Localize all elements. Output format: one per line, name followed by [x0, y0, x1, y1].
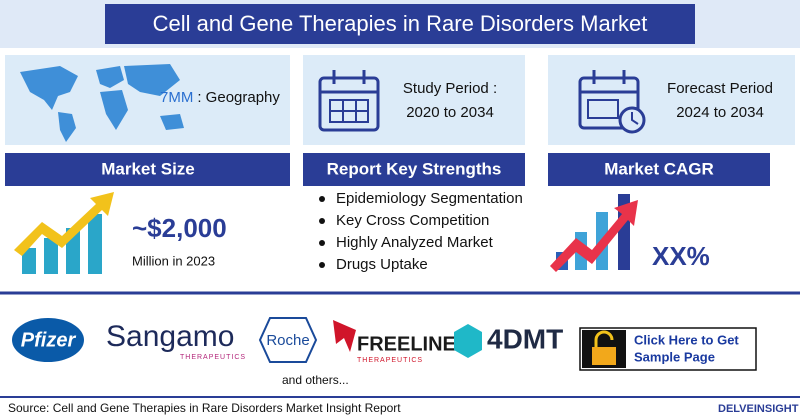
strength-item: Epidemiology Segmentation: [336, 190, 523, 207]
bullet-dot: [319, 196, 325, 202]
others-text: and others...: [282, 373, 349, 387]
geography-label: 7MM: [160, 89, 193, 106]
bullet-dot: [319, 240, 325, 246]
market-size-unit: Million in 2023: [132, 253, 215, 268]
pfizer-text: Pfizer: [21, 329, 77, 351]
cagr-value: XX%: [652, 241, 710, 271]
title-box: [105, 4, 695, 44]
title: Cell and Gene Therapies in Rare Disorder…: [153, 11, 648, 36]
forecast-label: Forecast Period: [667, 80, 773, 97]
forecast-value: 2024 to 2034: [676, 104, 764, 121]
lock-body: [592, 347, 616, 365]
bullet-dot: [319, 262, 325, 268]
world-map: [20, 64, 184, 142]
freeline-sub: THERAPEUTICS: [357, 357, 423, 364]
lock-shackle: [594, 330, 614, 348]
strengths-heading-bar: [303, 153, 525, 186]
fourdmt-logo: [454, 324, 482, 358]
cta-line1[interactable]: Click Here to Get: [634, 332, 739, 347]
source: Source: Cell and Gene Therapies in Rare …: [8, 401, 401, 415]
sangamo-text: Sangamo: [106, 320, 234, 353]
freeline-text: FREELINE: [357, 333, 456, 355]
cagr-icon: [550, 194, 638, 272]
geography-caption: : Geography: [197, 89, 280, 106]
calendar-clock-icon: [578, 70, 646, 134]
strength-item: Highly Analyzed Market: [336, 234, 494, 251]
calendar-icon: [318, 70, 380, 132]
cta-button[interactable]: Click Here to Get Sample Page: [579, 327, 757, 371]
study-value: 2020 to 2034: [406, 104, 494, 121]
roche-logo: [258, 317, 318, 363]
cagr-heading-bar: [548, 153, 770, 186]
sangamo-sub: THERAPEUTICS: [180, 354, 246, 361]
geography-text: 7MM: Geography: [160, 89, 280, 106]
market-size-value: ~$2,000: [132, 213, 227, 243]
forecast-box: [548, 55, 795, 145]
pfizer-logo: [12, 318, 84, 362]
fourdmt-text: 4DMT: [487, 323, 563, 354]
strengths-list: Epidemiology Segmentation Key Cross Compe…: [319, 190, 523, 273]
market-size-heading: Market Size: [101, 159, 195, 178]
strength-item: Drugs Uptake: [336, 256, 428, 273]
cta-line2[interactable]: Sample Page: [634, 349, 715, 364]
strengths-heading: Report Key Strengths: [327, 159, 502, 178]
study-label: Study Period :: [403, 80, 497, 97]
cagr-heading: Market CAGR: [604, 159, 714, 178]
market-size-heading-bar: [5, 153, 290, 186]
growth-icon: [14, 192, 114, 274]
roche-text: Roche: [266, 332, 309, 349]
bullet-dot: [319, 218, 325, 224]
strength-item: Key Cross Competition: [336, 212, 489, 229]
brand: DELVEINSIGHT: [718, 403, 799, 415]
freeline-logo: [333, 320, 356, 352]
